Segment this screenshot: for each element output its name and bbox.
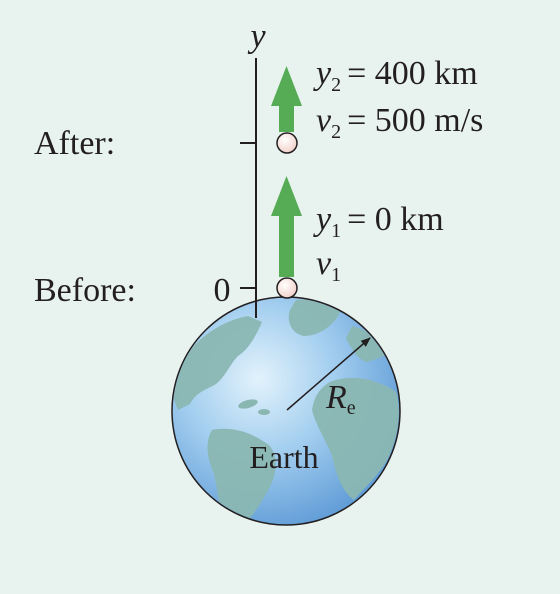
radius-label: Re (325, 379, 356, 419)
earth-continents (173, 299, 399, 524)
origin-tick-label: 0 (214, 272, 231, 309)
before-y-equation: y1 = 0 km (313, 201, 444, 242)
y-axis-label: y (247, 18, 266, 55)
radius-arrow (286, 337, 371, 411)
before-label: Before: (34, 272, 136, 309)
rocket-after-ball (276, 132, 298, 154)
before-velocity-arrow (271, 176, 302, 277)
earth-globe (171, 296, 401, 526)
before-v-label: v1 (316, 245, 341, 286)
after-y-equation: y2 = 400 km (313, 55, 478, 96)
rocket-before-ball (276, 277, 298, 299)
earth-label: Earth (249, 439, 318, 475)
after-velocity-arrow (271, 66, 302, 132)
after-label: After: (34, 125, 115, 162)
after-v-equation: v2 = 500 m/s (316, 102, 483, 143)
